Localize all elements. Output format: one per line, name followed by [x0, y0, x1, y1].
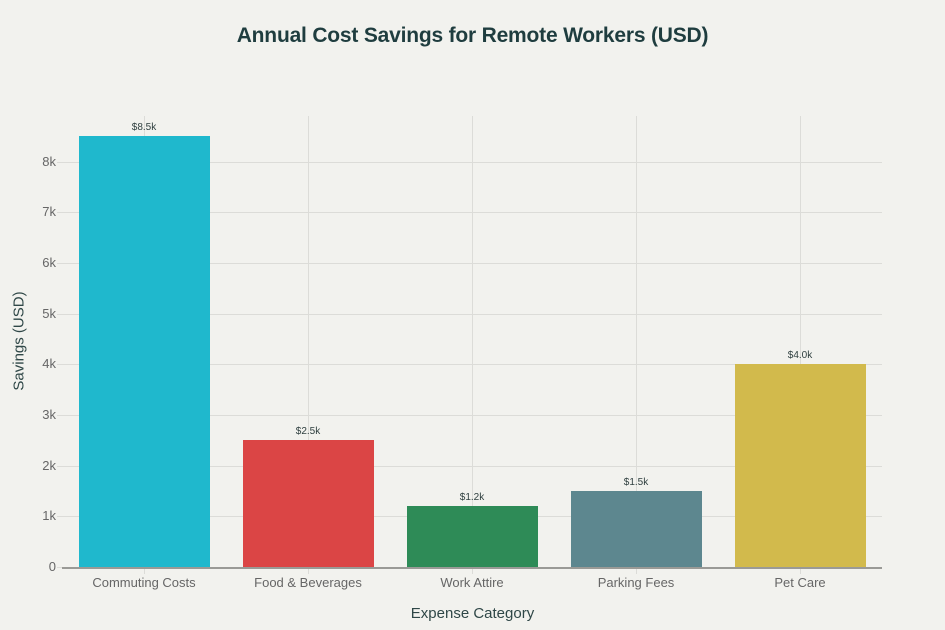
x-gridline [800, 116, 801, 567]
bar-work-attire[interactable] [406, 506, 538, 567]
y-gridline [62, 465, 882, 467]
bar-pet-care[interactable] [734, 364, 866, 567]
y-gridline [62, 364, 882, 366]
y-tick-mark [57, 414, 62, 416]
bar-value-label: $1.2k [459, 492, 485, 504]
y-tick-label: 0 [48, 559, 56, 574]
x-tick-label: Parking Fees [597, 575, 675, 590]
x-tick-label: Work Attire [440, 575, 504, 590]
chart-title: Annual Cost Savings for Remote Workers (… [236, 24, 709, 47]
y-tick-mark [57, 516, 62, 518]
y-tick-mark [57, 161, 62, 163]
plot-area: 0 1k 2k 3k 4k 5k 6k 7k 8k $8.5k Commuting Costs $2.… [42, 116, 882, 590]
y-tick-label: 6k [42, 254, 56, 270]
bar-commuting-costs[interactable] [78, 136, 210, 567]
y-gridline [62, 414, 882, 416]
y-tick-mark [57, 262, 62, 264]
y-tick-mark [57, 567, 62, 568]
y-gridline [62, 313, 882, 315]
bar-value-label: $1.5k [623, 476, 649, 488]
x-tick-label: Pet Care [774, 575, 826, 590]
y-gridline [62, 262, 882, 264]
y-tick-label: 4k [42, 356, 56, 372]
bar-value-label: $8.5k [131, 122, 157, 134]
y-tick-label: 7k [42, 204, 56, 220]
x-gridline [472, 116, 473, 567]
y-tick-label: 3k [42, 406, 56, 422]
x-tick-mark [144, 569, 145, 574]
y-gridline [62, 212, 882, 214]
y-tick-mark [57, 465, 62, 467]
x-tick-label: Food & Beverages [254, 575, 362, 590]
bar-value-label: $4.0k [787, 350, 813, 362]
x-tick-mark [636, 569, 637, 574]
y-tick-label: 2k [42, 457, 56, 473]
bar-value-label: $2.5k [295, 426, 321, 438]
x-axis-label: Expense Category [410, 605, 535, 622]
y-axis-label: Savings (USD) [10, 291, 28, 391]
x-tick-mark [472, 569, 473, 574]
bar-food-beverages[interactable] [242, 440, 374, 567]
x-gridline [308, 116, 309, 567]
y-tick-label: 1k [42, 508, 56, 524]
y-tick-mark [57, 212, 62, 214]
x-tick-label: Commuting Costs [92, 575, 196, 590]
y-tick-label: 8k [42, 153, 56, 169]
x-axis-line [62, 567, 882, 569]
x-tick-mark [800, 569, 801, 574]
x-tick-mark [308, 569, 309, 574]
y-gridline [62, 161, 882, 163]
x-gridline [636, 116, 637, 567]
y-tick-mark [57, 364, 62, 366]
y-tick-mark [57, 313, 62, 315]
y-tick-label: 5k [42, 305, 56, 321]
bar-parking-fees[interactable] [570, 491, 702, 567]
